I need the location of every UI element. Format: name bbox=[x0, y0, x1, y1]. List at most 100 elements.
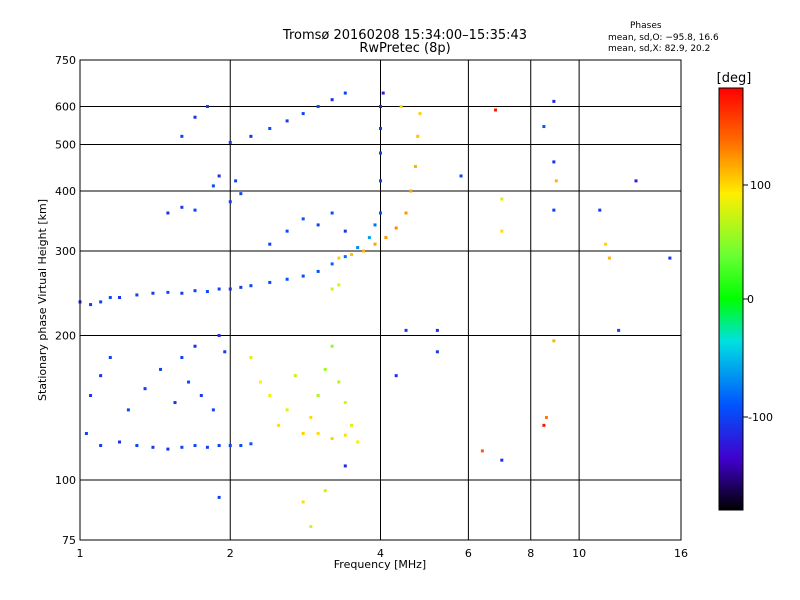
data-point bbox=[151, 445, 155, 449]
data-point bbox=[379, 151, 382, 155]
data-point bbox=[343, 255, 347, 259]
data-point bbox=[180, 134, 184, 138]
data-point bbox=[268, 394, 272, 398]
data-point bbox=[379, 105, 382, 109]
data-point bbox=[285, 119, 289, 123]
data-point bbox=[193, 115, 197, 119]
colorbar-label: [deg] bbox=[717, 71, 752, 86]
data-point bbox=[337, 283, 341, 287]
data-point bbox=[330, 98, 334, 102]
data-point bbox=[607, 256, 611, 260]
data-point bbox=[301, 500, 305, 504]
data-point bbox=[379, 211, 382, 215]
data-point bbox=[285, 277, 289, 281]
data-point bbox=[337, 380, 341, 384]
data-point bbox=[394, 374, 398, 378]
data-point bbox=[108, 355, 112, 359]
data-point bbox=[316, 394, 320, 398]
data-point bbox=[239, 444, 243, 448]
data-point bbox=[598, 208, 602, 212]
x-tick-labels: 1 2 4 6 8 10 16 bbox=[77, 547, 689, 560]
data-point bbox=[268, 126, 272, 130]
data-point bbox=[330, 287, 334, 291]
x-tick-label: 8 bbox=[527, 547, 534, 560]
data-point bbox=[193, 208, 197, 212]
data-point bbox=[228, 140, 232, 144]
y-tick-label: 400 bbox=[55, 185, 76, 198]
data-point bbox=[228, 287, 232, 291]
data-point bbox=[337, 256, 341, 260]
data-point bbox=[309, 415, 313, 419]
data-point bbox=[135, 444, 139, 448]
data-point bbox=[316, 269, 320, 273]
data-point bbox=[362, 249, 366, 253]
data-point bbox=[151, 291, 155, 295]
data-point bbox=[459, 174, 463, 178]
data-point bbox=[268, 280, 272, 284]
data-point bbox=[409, 189, 413, 193]
chart-title: Tromsø 20160208 15:34:00–15:35:43 bbox=[282, 28, 528, 43]
data-point bbox=[249, 355, 253, 359]
data-point bbox=[330, 437, 334, 441]
data-point bbox=[135, 293, 139, 297]
data-point bbox=[343, 401, 347, 405]
data-point bbox=[301, 432, 305, 436]
data-point bbox=[118, 296, 122, 300]
data-point bbox=[99, 374, 103, 378]
data-point bbox=[350, 253, 354, 257]
data-point bbox=[435, 328, 439, 332]
phase-stats-title: Phases bbox=[630, 21, 662, 31]
data-point bbox=[552, 208, 556, 212]
data-point bbox=[166, 211, 170, 215]
data-point bbox=[542, 125, 546, 129]
data-point bbox=[343, 229, 347, 233]
data-point bbox=[500, 229, 504, 233]
x-tick-label: 2 bbox=[227, 547, 234, 560]
data-point bbox=[180, 291, 184, 295]
data-point bbox=[330, 262, 334, 266]
data-point bbox=[99, 300, 103, 304]
data-point bbox=[205, 105, 209, 109]
data-point bbox=[500, 458, 504, 462]
plot-grid bbox=[80, 60, 681, 540]
data-point bbox=[239, 192, 243, 196]
colorbar-tick-0: 0 bbox=[747, 293, 754, 306]
data-point bbox=[494, 108, 498, 112]
data-point bbox=[552, 160, 556, 164]
data-point bbox=[316, 223, 320, 227]
y-tick-labels: 75 100 200 300 400 500 600 750 bbox=[55, 54, 76, 547]
data-point bbox=[126, 408, 130, 412]
data-point bbox=[323, 367, 327, 371]
data-point bbox=[228, 444, 232, 448]
phase-stats-x-mode: mean, sd,X: 82.9, 20.2 bbox=[608, 44, 711, 54]
data-point bbox=[180, 205, 184, 209]
data-point bbox=[309, 525, 313, 529]
data-point bbox=[217, 287, 221, 291]
x-tick-label: 10 bbox=[572, 547, 586, 560]
x-tick-label: 4 bbox=[377, 547, 384, 560]
data-point bbox=[193, 444, 197, 448]
data-point bbox=[404, 328, 408, 332]
data-point bbox=[301, 274, 305, 278]
data-point bbox=[500, 197, 504, 201]
data-point bbox=[180, 355, 184, 359]
data-point bbox=[259, 380, 263, 384]
data-point bbox=[217, 174, 221, 178]
data-point bbox=[193, 344, 197, 348]
data-point bbox=[166, 447, 170, 451]
data-point bbox=[542, 423, 546, 427]
phase-colorbar bbox=[718, 87, 744, 511]
colorbar-tick-neg100: -100 bbox=[748, 411, 773, 424]
y-tick-label: 600 bbox=[55, 101, 76, 114]
phase-stats-o-mode: mean, sd,O: −95.8, 16.6 bbox=[608, 33, 719, 43]
data-point bbox=[217, 334, 221, 338]
data-point bbox=[356, 440, 360, 444]
data-point bbox=[285, 408, 289, 412]
data-point bbox=[143, 387, 147, 391]
data-point bbox=[373, 242, 377, 246]
x-tick-label: 6 bbox=[465, 547, 472, 560]
data-point bbox=[373, 223, 377, 227]
plot-frame bbox=[79, 59, 682, 541]
data-point bbox=[193, 289, 197, 293]
